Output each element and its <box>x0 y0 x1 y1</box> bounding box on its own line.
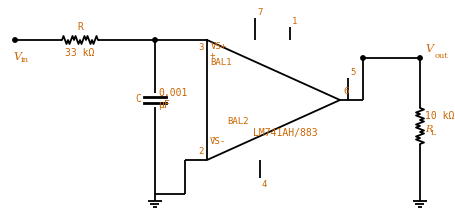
Circle shape <box>360 56 364 60</box>
Text: 5: 5 <box>349 68 354 77</box>
Text: 2: 2 <box>198 147 203 156</box>
Text: L: L <box>430 129 435 137</box>
Text: 4: 4 <box>262 180 267 189</box>
Text: C: C <box>135 94 141 104</box>
Text: 33 kΩ: 33 kΩ <box>65 48 95 58</box>
Text: -: - <box>210 133 215 142</box>
Text: LM741AH/883: LM741AH/883 <box>252 128 317 138</box>
Text: VS+: VS+ <box>211 42 227 51</box>
Circle shape <box>152 38 157 42</box>
Text: +: + <box>210 51 215 60</box>
Text: out: out <box>434 52 448 60</box>
Text: 10 kΩ: 10 kΩ <box>424 111 453 121</box>
Text: 3: 3 <box>198 43 203 52</box>
Circle shape <box>417 56 421 60</box>
Text: 7: 7 <box>257 8 262 17</box>
Circle shape <box>13 38 17 42</box>
Text: 6: 6 <box>342 87 348 96</box>
Text: V: V <box>13 52 21 62</box>
Text: R: R <box>424 126 431 135</box>
Text: BAL2: BAL2 <box>227 117 248 126</box>
Text: 0.001: 0.001 <box>157 88 187 98</box>
Text: BAL1: BAL1 <box>210 58 231 67</box>
Text: μF: μF <box>157 100 169 110</box>
Text: 1: 1 <box>291 17 297 26</box>
Text: in: in <box>21 56 29 64</box>
Text: R: R <box>77 22 83 32</box>
Text: V: V <box>424 44 432 54</box>
Text: VS-: VS- <box>210 137 226 146</box>
